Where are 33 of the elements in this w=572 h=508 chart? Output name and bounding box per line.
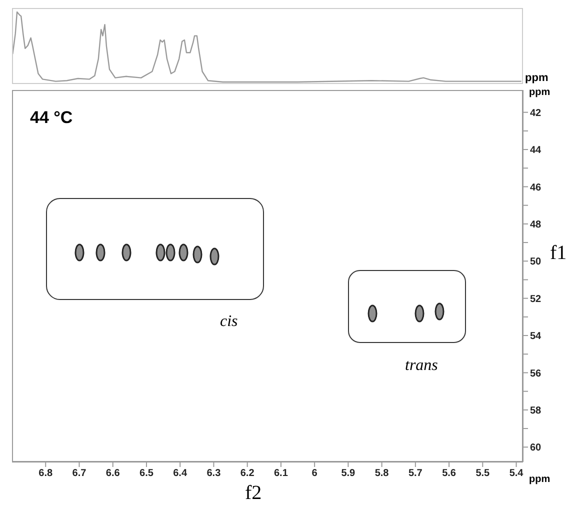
x-tick-label: 6.1 (274, 468, 288, 480)
x-tick-label: 6.4 (173, 468, 188, 480)
x-tick-label: 6.2 (240, 468, 255, 480)
x-tick-label: 6.6 (106, 468, 120, 480)
x-axis-title: f2 (245, 482, 262, 505)
x-tick-label: 5.5 (476, 468, 490, 480)
annotation: 44 °C (30, 108, 73, 128)
x-tick-label: 6.5 (140, 468, 154, 480)
y-tick-label: 42 (530, 108, 542, 119)
text: ppm (525, 72, 548, 84)
x-tick-label: 5.4 (509, 468, 524, 480)
x-tick-label: 6.8 (38, 468, 54, 480)
y-tick-label: 56 (530, 368, 542, 380)
x-tick-label: 6 (312, 468, 318, 480)
x-tick-label: 5.7 (408, 468, 423, 480)
x-tick-label: 5.8 (374, 468, 390, 480)
y-axis-title: f1 (550, 242, 567, 265)
text: ppm (529, 474, 550, 485)
y-tick-label: 60 (530, 442, 542, 454)
x-tick-label: 6.7 (72, 468, 87, 480)
y-tick-label: 48 (530, 219, 542, 230)
y-tick-label: 54 (530, 331, 542, 342)
text: ppm (529, 87, 550, 98)
annotation: cis (220, 313, 238, 331)
x-tick-label: 6.3 (206, 468, 222, 480)
y-tick-label: 46 (530, 182, 542, 194)
x-tick-label: 5.9 (341, 468, 356, 480)
y-tick-label: 44 (530, 145, 542, 156)
y-tick-label: 58 (530, 405, 542, 416)
y-tick-label: 52 (530, 294, 542, 305)
y-tick-label: 50 (530, 256, 542, 268)
annotation: trans (405, 357, 438, 375)
x-tick-label: 5.6 (442, 468, 456, 480)
